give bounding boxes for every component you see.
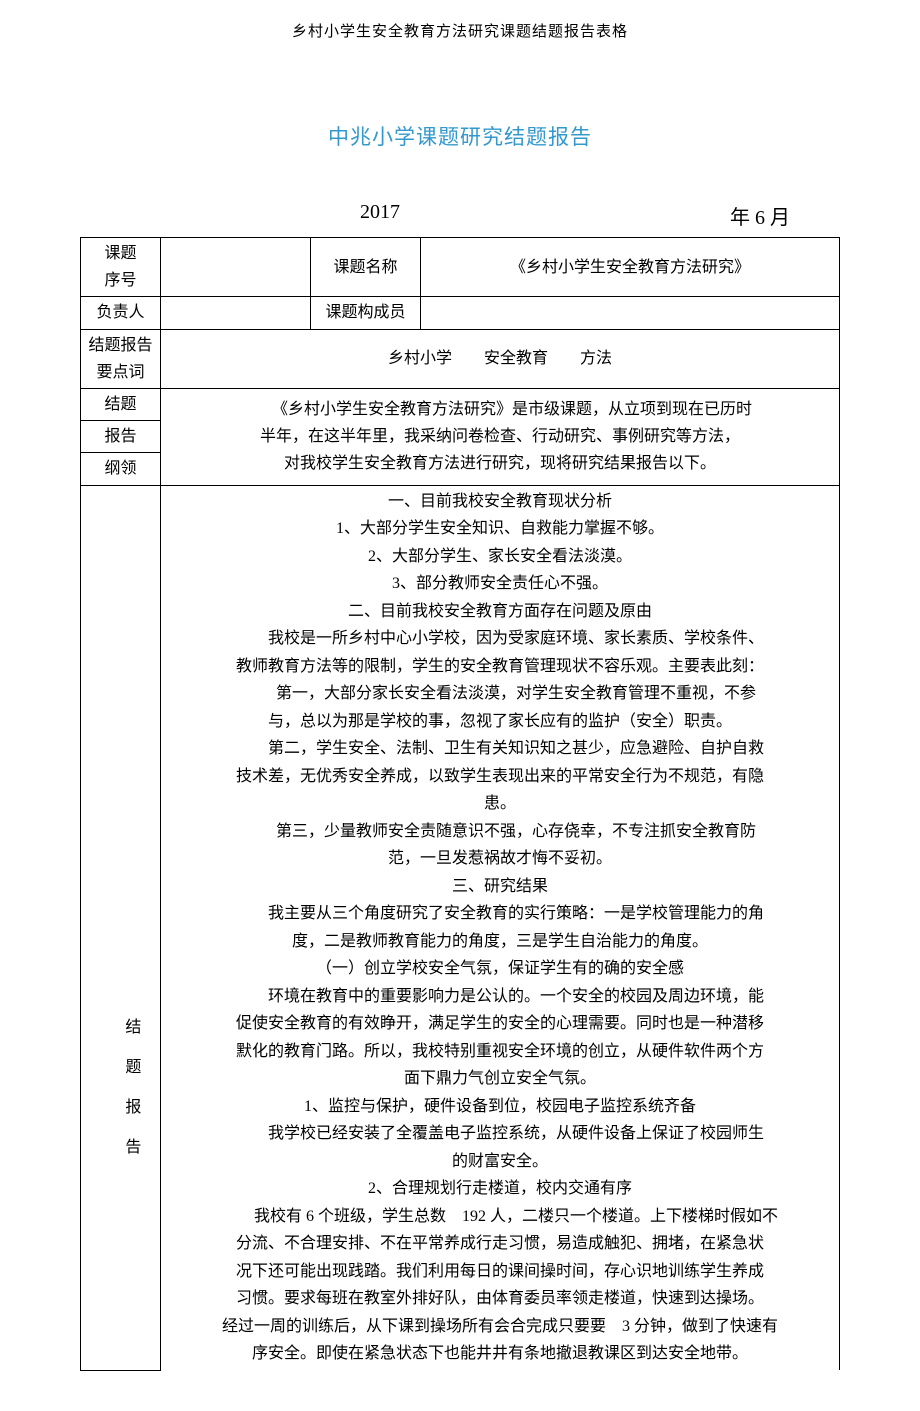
body-lbl-4: 告 [113,1128,154,1168]
label-outline-3: 纲领 [81,453,161,485]
date-line: 2017 年 6 月 [80,201,840,229]
body-line: 我主要从三个角度研究了安全教育的实行策略：一是学校管理能力的角 [167,900,833,928]
body-line: 我校是一所乡村中心小学校，因为受家庭环境、家长素质、学校条件、 [167,625,833,653]
label-topic-name: 课题名称 [311,238,421,297]
label-members: 课题构成员 [311,297,421,329]
body-line: 技术差，无优秀安全养成，以致学生表现出来的平常安全行为不规范，有隐 [167,763,833,791]
body-line: 教师教育方法等的限制，学生的安全教育管理现状不容乐观。主要表此刻： [167,653,833,681]
page-header: 乡村小学生安全教育方法研究课题结题报告表格 [80,20,840,41]
report-table: 课题 序号 课题名称 《乡村小学生安全教育方法研究》 负责人 课题构成员 结题报… [80,237,840,1371]
value-topic-no [161,238,311,297]
body-line: 2、大部分学生、家长安全看法淡漠。 [167,543,833,571]
body-line: 分流、不合理安排、不在平常养成行走习惯，易造成触犯、拥堵，在紧急状 [167,1230,833,1258]
value-leader [161,297,311,329]
body-line: 经过一周的训练后，从下课到操场所有会合完成只要要 3 分钟，做到了快速有 [167,1313,833,1341]
body-label-col2: 结 题 报 告 [107,485,161,1370]
body-line: 二、目前我校安全教育方面存在问题及原由 [167,598,833,626]
body-line: 第一，大部分家长安全看法淡漠，对学生安全教育管理不重视，不参 [167,680,833,708]
body-line: 患。 [167,790,833,818]
body-line: 促使安全教育的有效睁开，满足学生的安全的心理需要。同时也是一种潜移 [167,1010,833,1038]
label-leader: 负责人 [81,297,161,329]
body-line: 3、部分教师安全责任心不强。 [167,570,833,598]
value-topic-name: 《乡村小学生安全教育方法研究》 [421,238,840,297]
body-lbl-3: 报 [113,1088,154,1128]
body-line: 习惯。要求每班在教室外排好队，由体育委员率领走楼道，快速到达操场。 [167,1285,833,1313]
body-line: 第三，少量教师安全责随意识不强，心存侥幸，不专注抓安全教育防 [167,818,833,846]
body-line: 我学校已经安装了全覆盖电子监控系统，从硬件设备上保证了校园师生 [167,1120,833,1148]
body-line: 1、监控与保护，硬件设备到位，校园电子监控系统齐备 [167,1093,833,1121]
body-line: 度，二是教师教育能力的角度，三是学生自治能力的角度。 [167,928,833,956]
body-line: 环境在教育中的重要影响力是公认的。一个安全的校园及周边环境，能 [167,983,833,1011]
body-lbl-2: 题 [113,1048,154,1088]
body-line: 一、目前我校安全教育现状分析 [167,488,833,516]
year: 2017 [360,201,400,224]
report-body: 一、目前我校安全教育现状分析1、大部分学生安全知识、自救能力掌握不够。2、大部分… [161,485,840,1370]
body-line: 1、大部分学生安全知识、自救能力掌握不够。 [167,515,833,543]
label-topic-no: 课题 序号 [81,238,161,297]
value-members [421,297,840,329]
body-line: 2、合理规划行走楼道，校内交通有序 [167,1175,833,1203]
month: 年 6 月 [730,201,790,230]
body-line: 第二，学生安全、法制、卫生有关知识知之甚少，应急避险、自护自救 [167,735,833,763]
body-line: 面下鼎力气创立安全气氛。 [167,1065,833,1093]
outline-l3: 对我校学生安全教育方法进行研究，现将研究结果报告以下。 [167,450,833,477]
label-outline-2: 报告 [81,421,161,453]
outline-cell: 《乡村小学生安全教育方法研究》是市级课题，从立项到现在已历时 半年，在这半年里，… [161,388,840,485]
body-line: 范，一旦发惹祸故才悔不妥初。 [167,845,833,873]
body-line: 的财富安全。 [167,1148,833,1176]
body-line: 默化的教育门路。所以，我校特别重视安全环境的创立，从硬件软件两个方 [167,1038,833,1066]
outline-l2: 半年，在这半年里，我采纳问卷检查、行动研究、事例研究等方法， [167,423,833,450]
body-line: 与，总以为那是学校的事，忽视了家长应有的监护（安全）职责。 [167,708,833,736]
label-outline-1: 结题 [81,388,161,420]
body-line: 序安全。即使在紧急状态下也能井井有条地撤退教课区到达安全地带。 [167,1340,833,1368]
value-keywords: 乡村小学 安全教育 方法 [161,329,840,388]
body-lbl-1: 结 [113,1008,154,1048]
body-label-col1 [81,485,107,1370]
label-keywords: 结题报告 要点词 [81,329,161,388]
report-title: 中兆小学课题研究结题报告 [80,121,840,151]
body-line: 况下还可能出现践踏。我们利用每日的课间操时间，存心识地训练学生养成 [167,1258,833,1286]
body-line: 我校有 6 个班级，学生总数 192 人，二楼只一个楼道。上下楼梯时假如不 [167,1203,833,1231]
outline-l1: 《乡村小学生安全教育方法研究》是市级课题，从立项到现在已历时 [167,396,833,423]
body-line: （一）创立学校安全气氛，保证学生有的确的安全感 [167,955,833,983]
body-line: 三、研究结果 [167,873,833,901]
